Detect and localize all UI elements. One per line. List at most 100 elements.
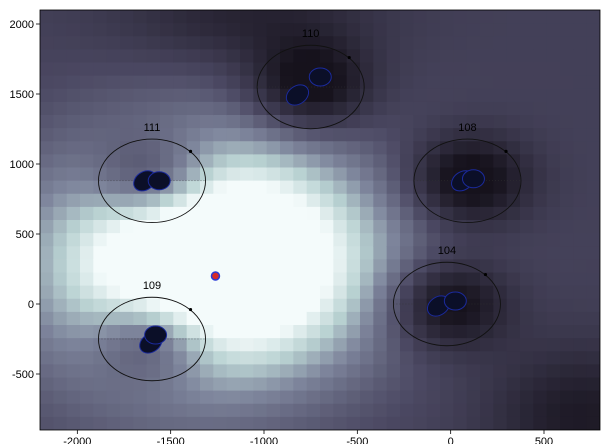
heat-cell (360, 298, 374, 313)
heat-cell (66, 180, 81, 195)
heat-cell (106, 115, 121, 129)
heat-cell (266, 141, 281, 155)
heat-cell (306, 351, 321, 365)
heat-cell (586, 390, 600, 405)
heat-cell (453, 311, 468, 326)
heat-cell (586, 220, 600, 234)
heat-cell (440, 141, 454, 155)
heat-cell (386, 311, 401, 326)
heat-cell (346, 416, 361, 430)
heat-cell (200, 49, 214, 64)
heat-cell (80, 351, 94, 365)
heat-cell (106, 246, 121, 260)
heat-cell (66, 88, 81, 103)
heat-cell (173, 75, 188, 90)
heat-cell (560, 49, 574, 64)
heat-cell (80, 115, 94, 129)
heat-cell (466, 10, 481, 24)
heat-cell (66, 233, 81, 247)
heat-cell (146, 206, 161, 221)
heat-cell (520, 167, 534, 182)
heat-cell (200, 246, 214, 260)
heat-cell (573, 298, 588, 313)
heat-cell (106, 338, 121, 352)
heat-cell (120, 141, 134, 155)
heat-cell (93, 246, 108, 260)
heat-cell (106, 88, 121, 103)
heat-cell (93, 75, 108, 90)
station-label: 104 (438, 245, 456, 257)
heat-cell (373, 403, 388, 418)
heat-cell (586, 49, 600, 64)
heat-cell (373, 377, 388, 392)
heat-cell (586, 233, 600, 247)
heat-cell (426, 364, 441, 379)
heat-cell (440, 193, 454, 208)
heat-cell (306, 364, 321, 379)
heat-cell (586, 75, 600, 90)
heat-cell (533, 377, 548, 392)
heat-cell (493, 259, 508, 274)
heat-cell (466, 259, 481, 274)
heat-cell (120, 167, 134, 182)
heat-cell (546, 88, 561, 103)
heat-cell (346, 377, 361, 392)
heat-cell (186, 416, 201, 430)
heat-cell (386, 390, 401, 405)
heat-cell (560, 416, 574, 430)
heat-cell (133, 311, 148, 326)
heat-cell (306, 311, 321, 326)
heat-cell (413, 285, 428, 300)
heat-cell (93, 272, 108, 287)
heat-cell (346, 167, 361, 182)
heat-cell (306, 128, 321, 142)
heat-cell (493, 49, 508, 64)
heat-cell (400, 193, 414, 208)
heat-cell (333, 206, 348, 221)
heat-cell (346, 206, 361, 221)
heat-cell (160, 311, 174, 326)
heat-cell (120, 101, 134, 116)
heat-cell (560, 298, 574, 313)
heat-cell (200, 206, 214, 221)
heat-cell (280, 325, 294, 339)
heat-cell (53, 49, 68, 64)
heat-cell (146, 101, 161, 116)
heat-cell (226, 49, 241, 64)
heat-cell (346, 62, 361, 77)
heat-cell (80, 206, 94, 221)
heat-cell (80, 141, 94, 155)
heat-cell (226, 115, 241, 129)
heat-cell (466, 115, 481, 129)
station-dot (347, 55, 351, 60)
heat-cell (560, 338, 574, 352)
heat-cell (360, 167, 374, 182)
heat-cell (440, 49, 454, 64)
heat-cell (93, 101, 108, 116)
heat-cell (213, 377, 228, 392)
heat-cell (66, 23, 81, 37)
heat-cell (106, 141, 121, 155)
heat-cell (133, 364, 148, 379)
heat-cell (266, 338, 281, 352)
heat-cell (93, 325, 108, 339)
heat-cell (93, 338, 108, 352)
heat-cell (146, 390, 161, 405)
heat-cell (200, 416, 214, 430)
heat-cell (40, 193, 54, 208)
heat-cell (360, 115, 374, 129)
heat-cell (520, 246, 534, 260)
heat-cell (213, 75, 228, 90)
heat-cell (293, 377, 308, 392)
heat-cell (40, 141, 54, 155)
heat-cell (306, 338, 321, 352)
heat-cell (160, 390, 174, 405)
heat-cell (186, 23, 201, 37)
heat-cell (400, 272, 414, 287)
heat-cell (80, 49, 94, 64)
heat-cell (573, 154, 588, 169)
heat-cell (280, 416, 294, 430)
heat-cell (253, 246, 268, 260)
heat-cell (440, 167, 454, 182)
heat-cell (480, 246, 494, 260)
